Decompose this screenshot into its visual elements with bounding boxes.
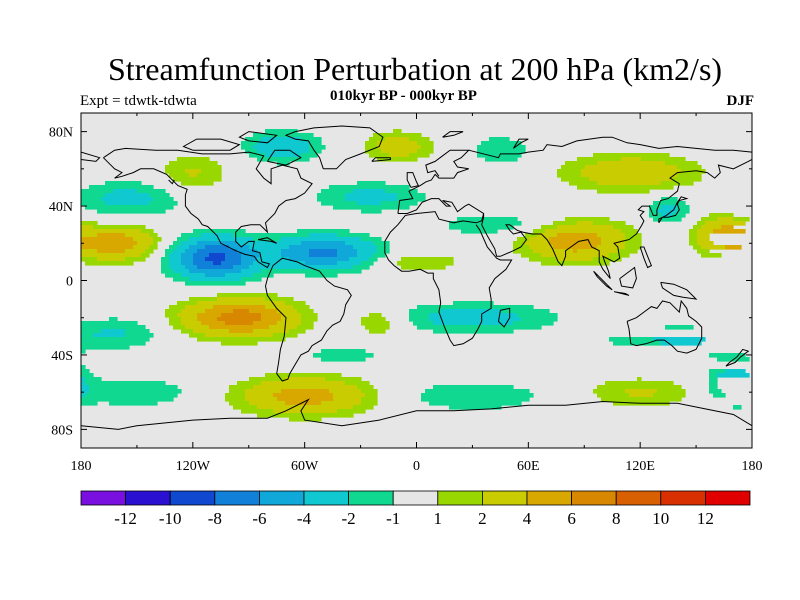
- streamfunction-map: [81, 113, 752, 448]
- coastline: [442, 131, 464, 138]
- colorbar-swatch: [80, 490, 126, 506]
- coastline: [512, 138, 529, 149]
- coastline: [168, 179, 175, 185]
- colorbar-swatch: [526, 490, 572, 506]
- lon-tick-label: 180: [71, 459, 92, 474]
- coastline: [266, 149, 302, 166]
- season-label: DJF: [726, 93, 755, 109]
- coastline: [257, 237, 277, 244]
- colorbar-swatch: [705, 490, 751, 506]
- colorbar-swatch: [303, 490, 349, 506]
- lat-tick-label: 80S: [51, 423, 73, 438]
- coastline: [639, 246, 653, 269]
- colorbar-label: 2: [478, 509, 487, 528]
- colorbar-label: -4: [297, 509, 312, 528]
- colorbar-swatch: [660, 490, 706, 506]
- colorbar-label: 4: [523, 509, 532, 528]
- colorbar-label: 8: [612, 509, 621, 528]
- coastline: [406, 172, 420, 188]
- lat-tick-label: 40S: [51, 349, 73, 364]
- colorbar-swatch: [125, 490, 171, 506]
- coastline: [658, 196, 689, 224]
- colorbar-label: 12: [697, 509, 714, 528]
- colorbar-label: -10: [159, 509, 182, 528]
- lat-tick-label: 80N: [49, 126, 73, 141]
- coastline: [384, 198, 513, 347]
- coastline: [481, 159, 752, 279]
- colorbar-swatch: [392, 490, 439, 506]
- lon-tick-label: 120E: [625, 459, 655, 474]
- plot-title: Streamfunction Perturbation at 200 hPa (…: [107, 51, 723, 87]
- coastline: [284, 125, 384, 170]
- coastline: [81, 398, 752, 430]
- lon-tick-label: 0: [413, 459, 420, 474]
- streamfunction-field: [81, 129, 750, 422]
- lat-tick-label: 40N: [49, 200, 73, 215]
- colorbar-label: -8: [208, 509, 222, 528]
- coastline: [468, 136, 752, 159]
- lon-tick-label: 60W: [291, 459, 319, 474]
- plot-subtitle: 010kyr BP - 000kyr BP: [330, 88, 477, 104]
- colorbar-swatch: [214, 490, 260, 506]
- lat-tick-label: 0: [66, 275, 73, 290]
- colorbar-label: -1: [386, 509, 400, 528]
- colorbar-label: -6: [252, 509, 266, 528]
- coastline: [371, 157, 391, 162]
- colorbar-swatch: [571, 490, 617, 506]
- colorbar-swatch: [481, 490, 528, 506]
- coastline: [397, 149, 470, 214]
- colorbar-swatch: [169, 490, 216, 506]
- colorbar-label: -12: [114, 509, 137, 528]
- coastline: [619, 266, 637, 289]
- coastline: [182, 138, 241, 151]
- experiment-label: Expt = tdwtk-tdwta: [80, 93, 197, 109]
- coastline: [593, 270, 613, 291]
- coastline: [613, 291, 630, 296]
- colorbar-swatch: [258, 490, 305, 506]
- coastline: [81, 151, 101, 162]
- map-axes: 80N 40N 0 40S 80S 180 120W 60W 0 60E 120E 180: [49, 112, 763, 474]
- colorbar-label: 10: [652, 509, 669, 528]
- colorbar-swatch: [615, 490, 662, 506]
- lon-tick-label: 60E: [517, 459, 540, 474]
- coastline: [660, 281, 698, 300]
- coastline: [497, 307, 511, 328]
- colorbar-label: 6: [567, 509, 576, 528]
- coastline: [626, 299, 703, 354]
- colorbar-swatch: [437, 490, 483, 506]
- coastline: [264, 257, 352, 382]
- lon-tick-label: 120W: [176, 459, 211, 474]
- colorbar: -12 -10 -8 -6 -4 -2 -1 1 2 4 6 8 10 12: [80, 490, 751, 528]
- colorbar-swatch: [348, 490, 394, 506]
- lon-tick-label: 180: [742, 459, 763, 474]
- colorbar-label: -2: [342, 509, 356, 528]
- coastlines: [81, 125, 752, 430]
- coastline: [103, 147, 313, 269]
- coastline: [238, 131, 278, 144]
- colorbar-label: 1: [434, 509, 443, 528]
- coastline: [725, 348, 750, 367]
